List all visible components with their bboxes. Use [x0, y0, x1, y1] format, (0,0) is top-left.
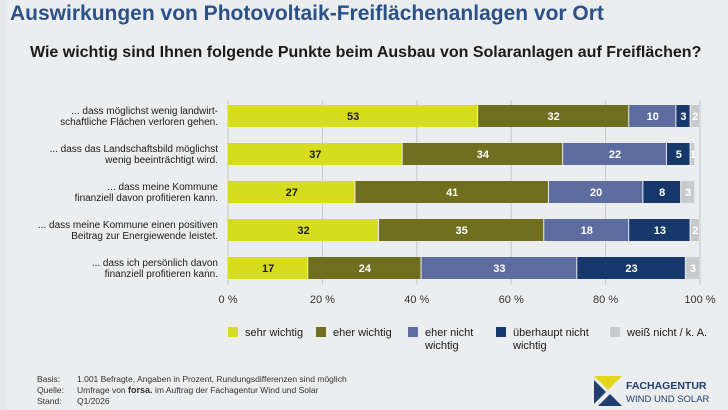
bar-segment: [548, 181, 643, 203]
data-label: 22: [609, 149, 621, 161]
left-stripe: [0, 0, 6, 410]
data-label: 23: [625, 263, 637, 275]
bar-segment: [690, 219, 699, 241]
bar-segment: [676, 105, 690, 127]
bar-segment: [355, 181, 548, 203]
category-label: Beitrag zur Energiewende leistet.: [71, 231, 218, 242]
bar-segment: [308, 257, 421, 279]
bar-segment: [685, 257, 699, 279]
category-label: finanziell davon profitieren kann.: [75, 193, 218, 204]
stand-key: Stand:: [37, 396, 62, 406]
data-label: 8: [659, 187, 665, 199]
bar-segment: [228, 219, 379, 241]
bar-segment: [690, 105, 699, 127]
bar-segment: [228, 257, 308, 279]
basis-key: Basis:: [37, 374, 61, 384]
legend-label: sehr wichtig: [245, 327, 303, 339]
x-tick-label: 60 %: [499, 294, 524, 306]
data-label: 24: [359, 263, 372, 275]
bar-segment: [563, 143, 666, 165]
footer-source: Quelle: Umfrage von forsa. im Auftrag der…: [37, 385, 318, 395]
bar-segment: [690, 143, 695, 165]
legend-swatch: [610, 327, 620, 337]
footer-stand: Stand: Q1/2026: [37, 396, 110, 406]
legend-label: wichtig: [512, 340, 547, 352]
data-label: 37: [309, 149, 321, 161]
forsa-brand: forsa.: [128, 385, 153, 395]
source-key: Quelle:: [37, 385, 64, 395]
x-tick-label: 40 %: [404, 294, 429, 306]
bar-segment: [681, 181, 695, 203]
data-label: 3: [685, 187, 691, 199]
source-post: im Auftrag der Fachagentur Wind und Sola…: [154, 385, 319, 395]
data-label: 13: [654, 225, 666, 237]
bar-segment: [421, 257, 577, 279]
stand-text: Q1/2026: [77, 396, 110, 406]
category-label: ... dass möglichst wenig landwirt-: [71, 106, 218, 117]
data-label: 3: [680, 111, 686, 123]
legend-label: wichtig: [424, 340, 459, 352]
logo-line2: WIND UND SOLAR: [626, 394, 710, 405]
category-label: ... dass das Landschaftsbild möglichst: [50, 144, 219, 155]
category-label: wenig beeinträchtigt wird.: [104, 155, 218, 166]
x-tick-label: 80 %: [593, 294, 618, 306]
bar-segment: [478, 105, 629, 127]
source-pre: Umfrage von: [77, 385, 126, 395]
category-label: finanziell profitieren kann.: [105, 269, 218, 280]
category-label: schaftliche Flächen verloren gehen.: [60, 117, 218, 128]
bar-segment: [228, 143, 402, 165]
legend-swatch: [316, 327, 326, 337]
bar-segment: [643, 181, 681, 203]
legend-swatch: [408, 327, 418, 337]
chart-subtitle: Wie wichtig sind Ihnen folgende Punkte b…: [30, 44, 702, 61]
category-label: ... dass meine Kommune einen positiven: [38, 220, 218, 231]
data-label: 53: [347, 111, 359, 123]
data-label: 27: [286, 187, 298, 199]
bar-segment: [629, 219, 690, 241]
bar-segment: [228, 181, 355, 203]
data-label: 20: [590, 187, 602, 199]
data-label: 2: [692, 111, 698, 123]
x-tick-label: 100 %: [684, 294, 715, 306]
data-label: 32: [297, 225, 309, 237]
basis-text: 1.001 Befragte, Angaben in Prozent, Rund…: [77, 374, 347, 384]
data-label: 35: [456, 225, 468, 237]
x-tick-label: 0 %: [219, 294, 238, 306]
data-label: 10: [647, 111, 659, 123]
data-label: 3: [690, 263, 696, 275]
logo-line1: FACHAGENTUR: [626, 380, 707, 392]
bar-segment: [629, 105, 676, 127]
category-label: ... dass meine Kommune: [107, 182, 218, 193]
legend-label: überhaupt nicht: [513, 327, 589, 339]
bar-segment: [577, 257, 685, 279]
legend-label: eher nicht: [425, 327, 473, 339]
legend-swatch: [228, 327, 238, 337]
data-label: 41: [446, 187, 458, 199]
bar-segment: [402, 143, 563, 165]
page-title: Auswirkungen von Photovoltaik-Freifläche…: [10, 2, 604, 25]
data-label: 33: [493, 263, 505, 275]
category-label: ... dass ich persönlich davon: [92, 258, 218, 269]
bar-segment: [379, 219, 544, 241]
stacked-bar-chart: 0 % 20 % 40 % 60 % 80 % 100 % ... dass möglich…: [38, 100, 716, 352]
data-label: 5: [676, 149, 682, 161]
data-label: 1: [690, 149, 696, 161]
bar-segment: [228, 105, 478, 127]
data-label: 34: [477, 149, 490, 161]
legend-label: eher wichtig: [333, 327, 392, 339]
legend-label: weiß nicht / k. A.: [626, 327, 707, 339]
data-label: 32: [548, 111, 560, 123]
bar-segment: [544, 219, 629, 241]
fachagentur-logo-icon: [594, 376, 622, 406]
x-tick-label: 20 %: [310, 294, 335, 306]
footer-basis: Basis: 1.001 Befragte, Angaben in Prozent…: [37, 374, 347, 384]
data-label: 2: [692, 225, 698, 237]
data-label: 18: [581, 225, 593, 237]
data-label: 17: [262, 263, 274, 275]
bar-segment: [666, 143, 690, 165]
legend-swatch: [496, 327, 506, 337]
